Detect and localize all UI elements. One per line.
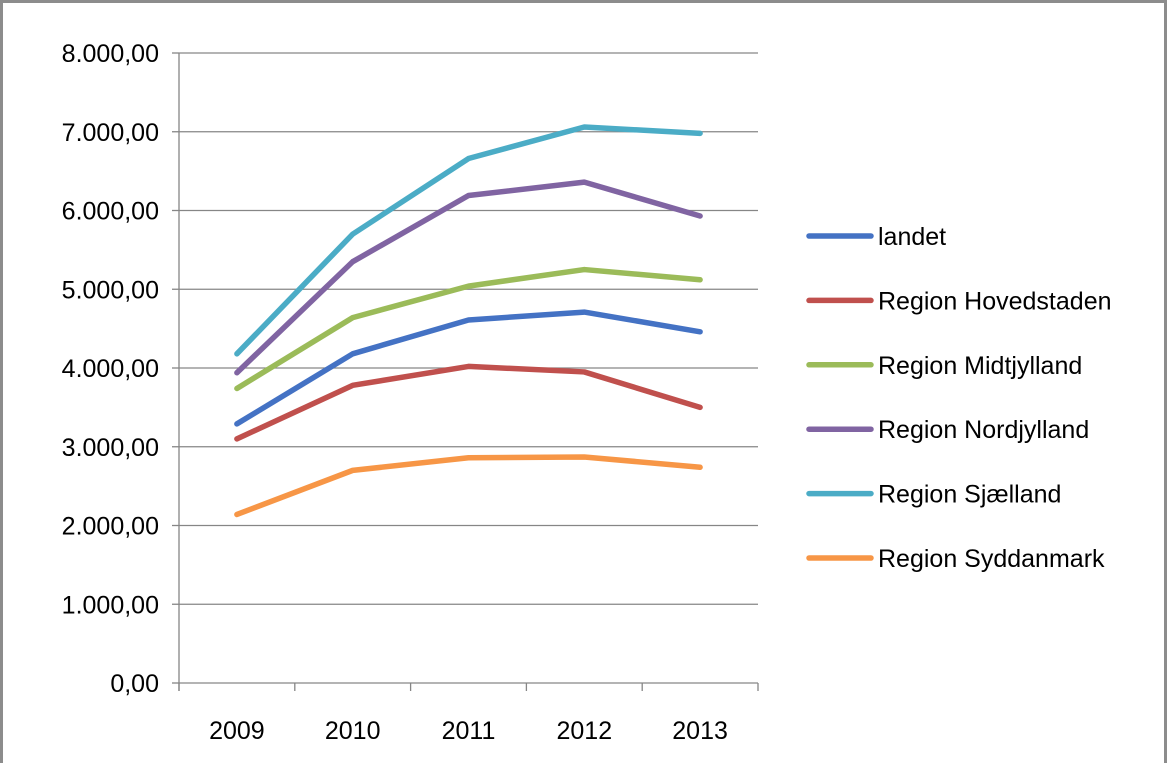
x-tick-label: 2013: [672, 717, 728, 745]
legend-label: Region Midtjylland: [878, 352, 1082, 380]
series-line: [234, 309, 703, 427]
legend-label: Region Sjælland: [878, 481, 1061, 509]
x-tick-label: 2011: [442, 717, 496, 745]
y-tick-label: 1.000,00: [62, 591, 159, 619]
series-line: [234, 454, 703, 518]
legend-label: landet: [878, 223, 946, 251]
y-tick-label: 4.000,00: [62, 355, 159, 383]
series-line: [234, 124, 703, 357]
y-tick-label: 3.000,00: [62, 434, 159, 462]
y-tick-label: 8.000,00: [62, 40, 159, 68]
y-tick-label: 2.000,00: [62, 513, 159, 541]
axes: 0,00 1.000,00 2.000,00 3.000,00 4.000,00 5.00…: [62, 40, 759, 745]
series-line: [234, 266, 703, 392]
series-lines: [234, 124, 703, 518]
series-line: [234, 179, 703, 376]
legend: landet Region Hovedstaden Region Midtjylla…: [806, 223, 1112, 573]
y-tick-label: 0,00: [110, 670, 159, 698]
y-tick-label: 6.000,00: [62, 198, 159, 226]
x-tick-label: 2010: [325, 717, 381, 745]
legend-label: Region Nordjylland: [878, 416, 1089, 444]
line-chart: 0,00 1.000,00 2.000,00 3.000,00 4.000,00 5.00…: [62, 40, 1112, 745]
x-tick-label: 2009: [209, 717, 265, 745]
y-tick-label: 5.000,00: [62, 276, 159, 304]
legend-label: Region Syddanmark: [878, 545, 1105, 573]
y-tick-label: 7.000,00: [62, 119, 159, 147]
x-tick-label: 2012: [556, 717, 612, 745]
series-line: [234, 363, 703, 442]
legend-label: Region Hovedstaden: [878, 287, 1112, 315]
